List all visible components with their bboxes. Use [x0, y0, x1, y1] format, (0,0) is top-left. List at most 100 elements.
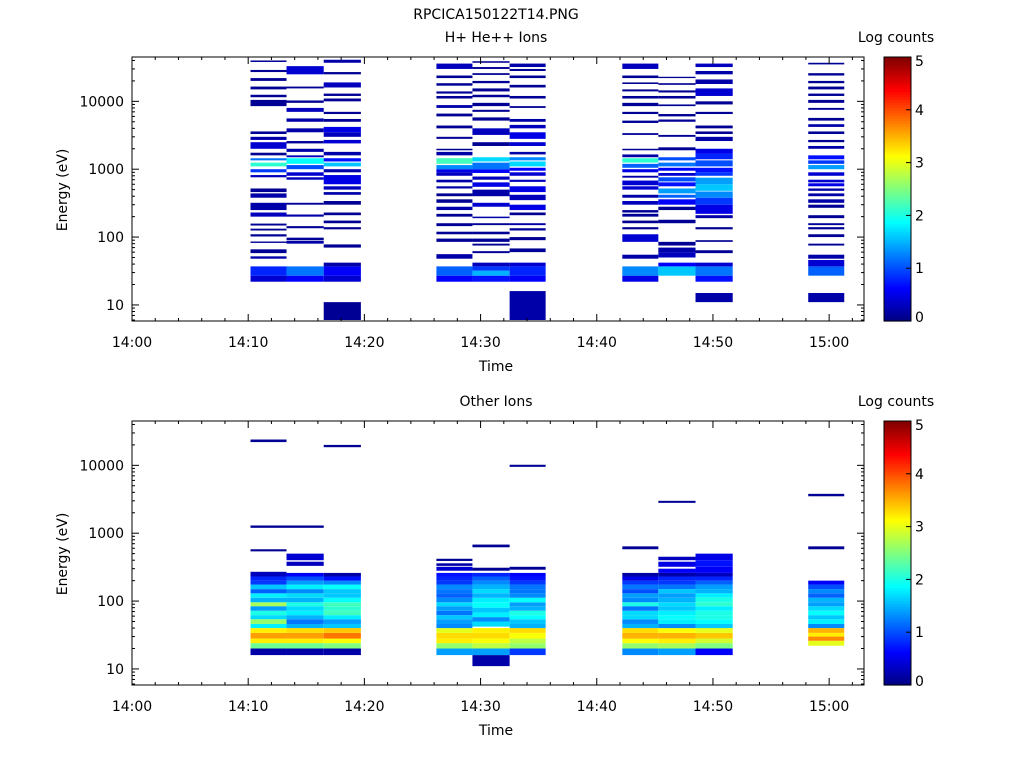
spectrogram-cell	[323, 628, 361, 633]
colorbar-segment	[884, 189, 911, 193]
spectrogram-cell	[323, 118, 361, 122]
axes-ticks: 14:00 14:10 14:20 14:30 14:40 14:50 15:00 10 100…	[79, 57, 864, 351]
colorbar-segment	[884, 78, 911, 82]
spectrogram-cell	[695, 576, 733, 581]
colorbar-frame	[883, 56, 912, 322]
spectrogram-cell	[622, 615, 659, 620]
spectrogram-cell	[622, 623, 659, 629]
colorbar-label: Log counts	[858, 394, 934, 410]
spectrogram-cell	[286, 606, 324, 611]
colorbar-segment	[884, 481, 911, 485]
colorbar-segment	[884, 276, 911, 280]
spectrogram-cell	[695, 63, 733, 68]
spectrogram-cell	[509, 63, 546, 68]
spectrogram-cell	[323, 111, 361, 115]
spectrogram-cell	[250, 589, 287, 594]
colorbar-segment	[884, 663, 911, 668]
spectrogram-cell	[323, 615, 361, 620]
colorbar-tick-label: 2	[915, 572, 924, 588]
spectrogram-cell	[250, 202, 287, 211]
spectrogram-cell	[695, 88, 733, 96]
colorbar-segment	[884, 571, 911, 575]
colorbar-segment	[884, 677, 911, 681]
spectrogram-cell	[808, 172, 845, 176]
spectrogram-cell	[436, 266, 473, 276]
spectrogram-cell	[808, 259, 845, 267]
spectrogram-cell	[695, 177, 733, 185]
spectrogram-cell	[250, 580, 287, 585]
spectrogram-cell	[695, 131, 733, 135]
spectrogram-cell	[472, 182, 510, 187]
colorbar-segment	[884, 86, 911, 90]
spectrogram-cell	[695, 167, 733, 173]
spectrogram-cell	[622, 593, 659, 598]
spectrogram-cell	[250, 576, 287, 581]
colorbar-segment	[884, 99, 911, 103]
colorbar-segment	[884, 247, 911, 251]
colorbar-segment	[884, 70, 911, 74]
colorbar-segment	[884, 231, 911, 235]
spectrogram-cell	[250, 275, 287, 282]
spectrogram-cell	[622, 158, 659, 163]
spectrogram-cell	[695, 292, 733, 303]
spectrogram-cell	[658, 114, 696, 117]
spectrogram-cell	[622, 602, 659, 607]
spectrogram-cell	[658, 172, 696, 176]
spectrogram-cell	[658, 167, 696, 171]
spectrogram-cell	[808, 204, 845, 208]
spectrogram-cell	[472, 602, 510, 608]
spectrogram-cell	[622, 234, 659, 242]
colorbar-segment	[884, 576, 911, 580]
spectrogram-cell	[472, 597, 510, 603]
spectrogram-cell	[808, 493, 845, 497]
colorbar-segment	[884, 162, 911, 166]
spectrogram-cell	[808, 145, 845, 149]
spectrogram-cell	[622, 169, 659, 173]
spectrogram-cell	[323, 584, 361, 590]
spectrogram-cell	[695, 615, 733, 620]
colorbar-segment	[884, 138, 911, 143]
spectrogram-cell	[808, 602, 845, 607]
spectrogram-cell	[808, 636, 845, 641]
spectrogram-cell	[695, 172, 733, 176]
spectrogram-cell	[509, 161, 546, 167]
spectrogram-cell	[695, 628, 733, 633]
spectrogram-cell	[323, 266, 361, 276]
colorbar-segment	[884, 568, 911, 573]
colorbar-segment	[884, 80, 911, 84]
spectrogram-cell	[286, 66, 324, 75]
spectrogram-cell	[250, 162, 287, 167]
spectrogram-cell	[472, 643, 510, 649]
spectrogram-cell	[695, 227, 733, 230]
spectrogram-cell	[250, 643, 287, 649]
spectrogram-cell	[250, 619, 287, 624]
spectrogram-cell	[658, 638, 696, 644]
colorbar-segment	[884, 603, 911, 607]
x-axis-label: Time	[478, 359, 513, 375]
spectrogram-cell	[286, 576, 324, 581]
colorbar-segment	[884, 104, 911, 108]
colorbar-segment	[884, 468, 911, 472]
spectrogram-cell	[436, 254, 473, 259]
colorbar-segment	[884, 91, 911, 95]
colorbar-segment	[884, 175, 911, 180]
spectrogram-cell	[509, 186, 546, 193]
spectrogram-cell	[695, 262, 733, 267]
y-tick-label: 10000	[79, 458, 124, 474]
spectrogram-cell	[622, 572, 659, 577]
colorbar-segment	[884, 452, 911, 456]
spectrogram-cell	[436, 275, 473, 282]
spectrogram-cell	[658, 247, 696, 253]
colorbar-segment	[884, 563, 911, 567]
colorbar-segment	[884, 637, 911, 641]
colorbar: 0 1 2 3 4 5	[883, 418, 924, 690]
spectrogram-cell	[658, 500, 696, 503]
spectrogram-cell	[286, 118, 324, 122]
colorbar-segment	[884, 310, 911, 314]
spectrogram-cell	[509, 237, 546, 241]
spectrogram-cell	[622, 227, 659, 230]
spectrogram-cell	[622, 266, 659, 276]
spectrogram-cell	[509, 84, 546, 88]
spectrogram-cell	[323, 643, 361, 649]
colorbar-segment	[884, 494, 911, 499]
